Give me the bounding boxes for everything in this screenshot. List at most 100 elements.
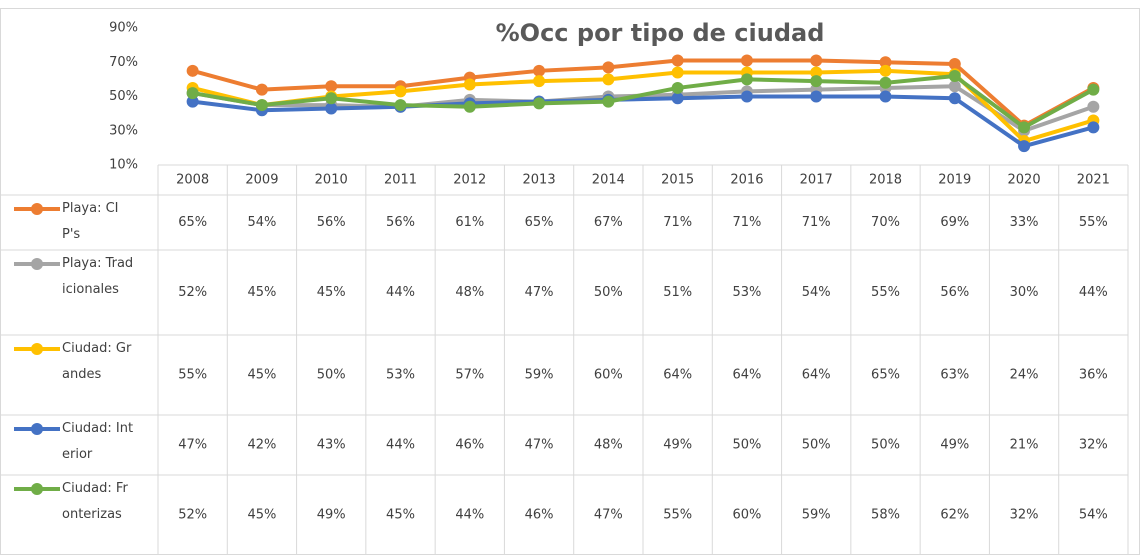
data-label: 52%	[178, 285, 207, 300]
chart-title: %Occ por tipo de ciudad	[496, 19, 825, 47]
x-tick-label: 2013	[523, 173, 556, 188]
data-label: 65%	[871, 368, 900, 383]
legend-label: Ciudad: Fronterizas	[62, 481, 128, 522]
data-label: 56%	[940, 285, 969, 300]
data-label: 30%	[1010, 285, 1039, 300]
data-label: 64%	[663, 368, 692, 383]
chart-border	[0, 8, 1140, 555]
series-marker	[255, 83, 268, 96]
series-marker	[948, 69, 961, 82]
data-label: 62%	[940, 508, 969, 523]
x-tick-label: 2011	[384, 173, 417, 188]
legend-label: Playa: CIP's	[62, 201, 119, 242]
series-marker	[602, 73, 615, 86]
series-line	[192, 73, 1095, 130]
data-label: 48%	[594, 438, 623, 453]
data-label: 47%	[594, 508, 623, 523]
series-marker	[879, 56, 892, 69]
data-label: 65%	[178, 215, 207, 230]
data-label: 42%	[247, 438, 276, 453]
data-label: 60%	[732, 508, 761, 523]
data-label: 44%	[455, 508, 484, 523]
data-label: 50%	[317, 368, 346, 383]
legend-key-marker	[31, 258, 43, 270]
data-label: 55%	[178, 368, 207, 383]
data-label: 36%	[1079, 368, 1108, 383]
data-label: 71%	[732, 215, 761, 230]
series-line	[192, 58, 1095, 128]
series-marker	[740, 73, 753, 86]
series-marker	[671, 92, 684, 105]
y-tick-label: 50%	[109, 89, 138, 104]
data-label: 47%	[178, 438, 207, 453]
x-tick-label: 2012	[453, 173, 486, 188]
data-label: 69%	[940, 215, 969, 230]
legend-label: Playa: Tradicionales	[62, 256, 134, 297]
data-label: 44%	[1079, 285, 1108, 300]
data-label: 52%	[178, 508, 207, 523]
x-tick-label: 2019	[938, 173, 971, 188]
data-label: 24%	[1010, 368, 1039, 383]
x-tick-label: 2014	[592, 173, 625, 188]
series-marker	[394, 85, 407, 98]
data-label: 45%	[247, 368, 276, 383]
data-label: 53%	[732, 285, 761, 300]
series-marker	[186, 87, 199, 100]
data-label: 63%	[940, 368, 969, 383]
data-label: 64%	[732, 368, 761, 383]
series-line	[192, 68, 1094, 144]
data-label: 46%	[525, 508, 554, 523]
series-marker	[533, 97, 546, 110]
series-marker	[948, 57, 961, 70]
series-marker	[671, 54, 684, 67]
data-label: 32%	[1079, 438, 1108, 453]
series-marker	[810, 75, 823, 88]
data-label: 65%	[525, 215, 554, 230]
series-marker	[1087, 100, 1100, 113]
data-label: 47%	[525, 438, 554, 453]
data-label: 48%	[455, 285, 484, 300]
x-tick-label: 2021	[1077, 173, 1110, 188]
series-marker	[879, 64, 892, 77]
data-label: 51%	[663, 285, 692, 300]
data-label: 50%	[732, 438, 761, 453]
series-marker	[1018, 121, 1031, 134]
data-label: 70%	[871, 215, 900, 230]
data-label: 54%	[1079, 508, 1108, 523]
data-label: 56%	[317, 215, 346, 230]
y-tick-label: 30%	[109, 123, 138, 138]
series-line	[192, 94, 1094, 149]
data-label: 59%	[525, 368, 554, 383]
y-tick-label: 10%	[109, 158, 138, 173]
x-tick-label: 2009	[245, 173, 278, 188]
series-marker	[325, 80, 338, 93]
series-marker	[810, 66, 823, 79]
series-marker	[879, 90, 892, 103]
data-label: 47%	[525, 285, 554, 300]
x-tick-label: 2018	[869, 173, 902, 188]
data-label: 54%	[802, 285, 831, 300]
data-label: 21%	[1010, 438, 1039, 453]
x-tick-label: 2020	[1008, 173, 1041, 188]
series-marker	[1087, 121, 1100, 134]
data-label: 55%	[663, 508, 692, 523]
data-label: 45%	[247, 508, 276, 523]
series-marker	[533, 64, 546, 77]
series-marker	[186, 95, 199, 108]
legend-label: Ciudad: Grandes	[62, 341, 132, 382]
data-label: 59%	[802, 508, 831, 523]
legend-key-marker	[31, 203, 43, 215]
series-marker	[602, 61, 615, 74]
series-marker	[671, 66, 684, 79]
data-label: 53%	[386, 368, 415, 383]
data-label: 45%	[247, 285, 276, 300]
series-marker	[463, 100, 476, 113]
series-marker	[602, 95, 615, 108]
data-label: 43%	[317, 438, 346, 453]
series-marker	[255, 99, 268, 112]
series-marker	[948, 80, 961, 93]
data-label: 71%	[663, 215, 692, 230]
data-label: 46%	[455, 438, 484, 453]
